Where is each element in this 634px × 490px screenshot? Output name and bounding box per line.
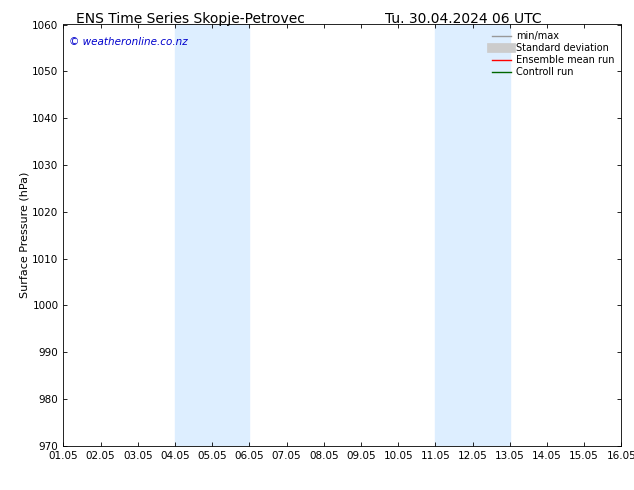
Text: ENS Time Series Skopje-Petrovec: ENS Time Series Skopje-Petrovec [75,12,305,26]
Bar [175,24,249,446]
Legend: min/max, Standard deviation, Ensemble mean run, Controll run: min/max, Standard deviation, Ensemble me… [489,29,616,79]
Text: Tu. 30.04.2024 06 UTC: Tu. 30.04.2024 06 UTC [384,12,541,26]
Y-axis label: Surface Pressure (hPa): Surface Pressure (hPa) [20,172,30,298]
Text: © weatheronline.co.nz: © weatheronline.co.nz [69,37,188,47]
Bar [436,24,510,446]
